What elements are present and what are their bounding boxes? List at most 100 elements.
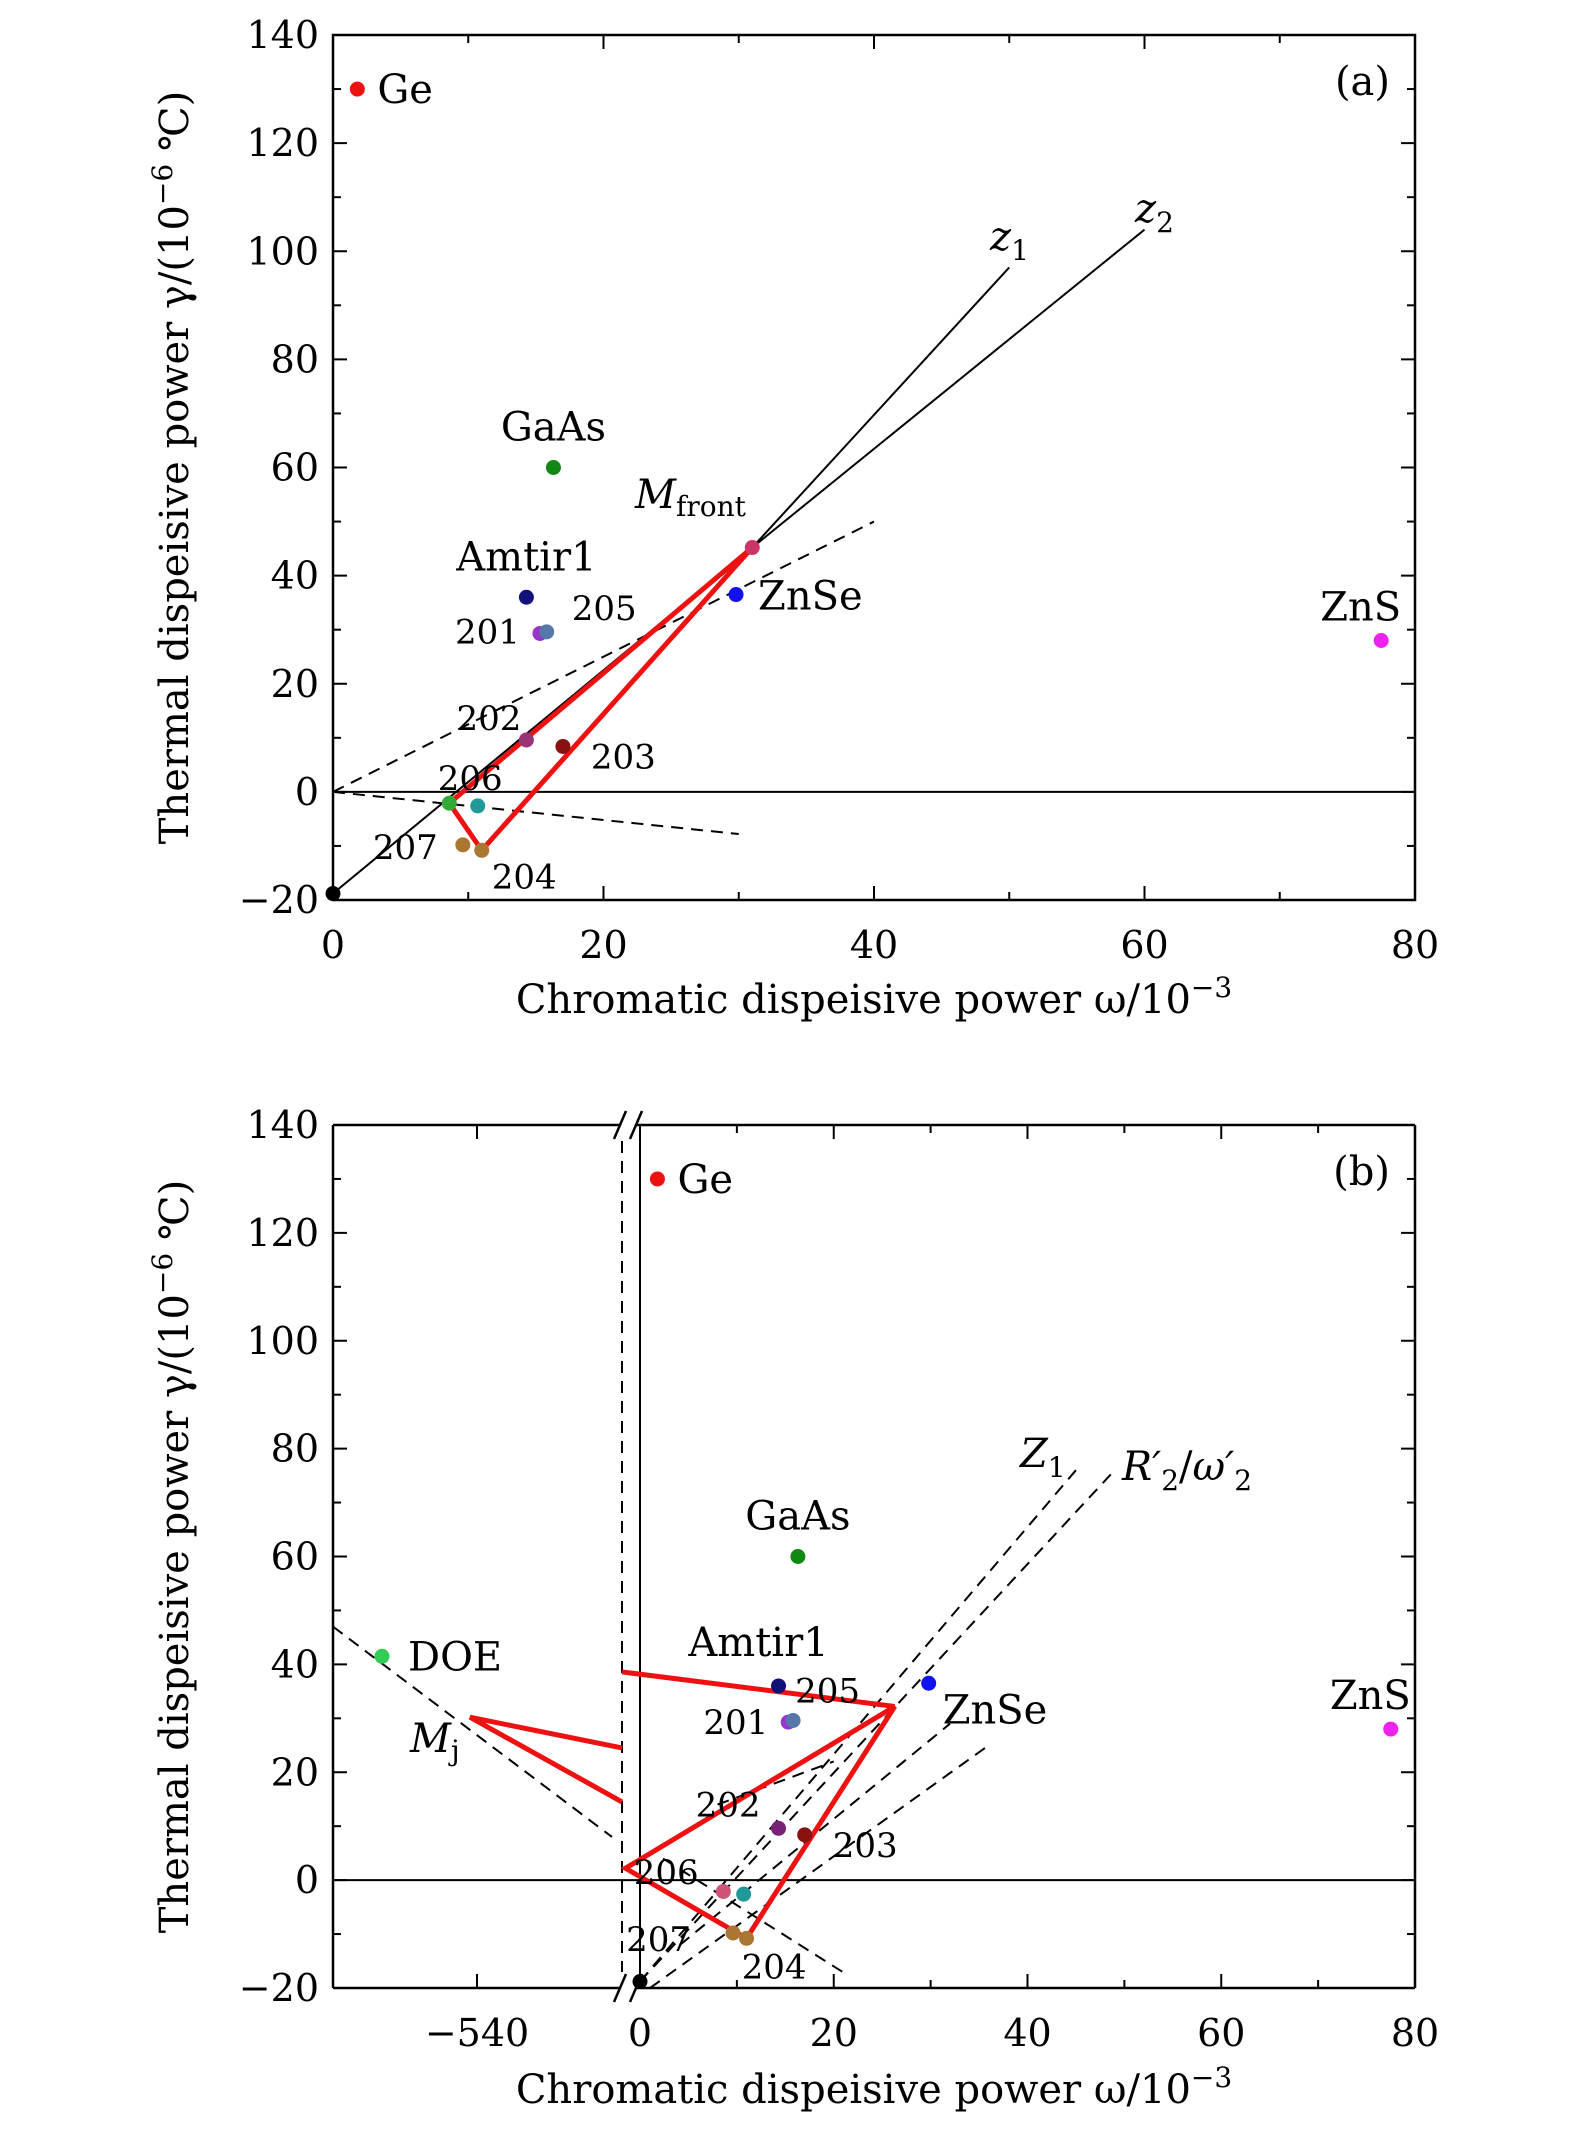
y-tick-label: 60 xyxy=(271,1535,319,1579)
y-tick-label: 40 xyxy=(271,1642,319,1686)
y-tick-label: −20 xyxy=(239,1966,319,2010)
doe-dashed-line xyxy=(332,1625,613,1838)
line-label-sub: 2 xyxy=(1161,1464,1179,1497)
data-point xyxy=(632,1974,648,1990)
axis-break-mark xyxy=(628,1110,644,1140)
data-point-204 xyxy=(739,1930,755,1946)
y-axis-label-exp: −6 xyxy=(146,164,179,205)
point-label-203: 203 xyxy=(591,737,656,777)
point-label-207: 207 xyxy=(373,828,438,868)
y-tick-label: 120 xyxy=(246,1211,319,1255)
line-label-main: z xyxy=(1134,186,1157,232)
line-label-slash: / xyxy=(1179,1444,1193,1490)
line-label-sub: 1 xyxy=(1048,1451,1066,1484)
y-tick-label: −20 xyxy=(239,878,319,922)
x-axis-label-text: Chromatic dispeisive power ω/10 xyxy=(516,977,1191,1023)
data-point-znse xyxy=(921,1675,937,1691)
y-tick-label: 0 xyxy=(295,1858,319,1902)
annotation-sub: j xyxy=(448,1734,460,1767)
point-label-202: 202 xyxy=(696,1785,761,1825)
panel-a: 0 20 40 60 80−20020406080100120140z1z2GeGaAs… xyxy=(146,13,1439,1023)
point-label-207: 207 xyxy=(626,1920,691,1960)
panel-label-b: (b) xyxy=(1333,1149,1390,1195)
data-point-gaas xyxy=(790,1549,806,1564)
data-point-zns xyxy=(1373,633,1389,648)
line-label-main: Z xyxy=(1018,1431,1049,1477)
y-tick-label: 140 xyxy=(246,1103,319,1147)
line-label-z1: Z1 xyxy=(1018,1431,1066,1484)
y-axis-label-text: Thermal dispeisive power γ/(10 xyxy=(152,205,198,844)
axis-break-mark xyxy=(612,1110,628,1140)
data-point-202 xyxy=(771,1820,787,1836)
data-point-zns xyxy=(1383,1721,1399,1737)
line-label: z1 xyxy=(989,214,1029,267)
x-tick-label: 20 xyxy=(579,923,627,967)
x-tick-label: 80 xyxy=(1391,2011,1439,2055)
data-point-ge xyxy=(649,1171,665,1187)
x-tick-label: 40 xyxy=(850,923,898,967)
x-tick-label: 80 xyxy=(1391,923,1439,967)
y-tick-label: 0 xyxy=(295,770,319,814)
guide-line xyxy=(649,1744,990,1989)
y-tick-label: 140 xyxy=(246,13,319,57)
point-label-201: 201 xyxy=(455,612,520,652)
point-label-gaas: GaAs xyxy=(501,405,606,451)
guide-line xyxy=(639,1469,1077,1983)
y-tick-label: 20 xyxy=(271,1750,319,1794)
annotation-main: M xyxy=(634,472,677,518)
line-label-sub: 2 xyxy=(1234,1464,1252,1497)
guide-line xyxy=(717,1760,835,1806)
line-label-sub: 1 xyxy=(1011,234,1029,267)
data-point-doe xyxy=(374,1648,390,1664)
guide-line xyxy=(639,1469,1116,1983)
data-point xyxy=(441,795,457,811)
point-label-204: 204 xyxy=(492,857,557,897)
red-segment-mj xyxy=(468,1714,624,1805)
line-label: z2 xyxy=(1134,186,1174,239)
annotation-main: M xyxy=(409,1716,452,1762)
point-label-znse: ZnSe xyxy=(943,1687,1048,1733)
y-axis-label-unit: ℃) xyxy=(152,91,198,164)
point-label-doe: DOE xyxy=(408,1634,502,1680)
data-point-ge xyxy=(349,81,365,97)
x-axis-label: Chromatic dispeisive power ω/10−3 xyxy=(516,2061,1232,2113)
guide-line xyxy=(751,266,1010,549)
data-point-207 xyxy=(725,1925,741,1941)
guide-line xyxy=(332,790,739,836)
line-label-main: ω′ xyxy=(1193,1444,1235,1490)
data-point-203 xyxy=(797,1827,813,1843)
y-axis-label: Thermal dispeisive power γ/(10−6 ℃) xyxy=(146,1180,198,1934)
point-label-205: 205 xyxy=(795,1671,860,1711)
y-tick-label: 120 xyxy=(246,121,319,165)
point-label-201: 201 xyxy=(703,1703,768,1743)
data-point-gaas xyxy=(545,460,561,475)
point-label-206: 206 xyxy=(438,759,503,799)
point-label-203: 203 xyxy=(833,1826,898,1866)
data-point-205 xyxy=(785,1712,801,1728)
red-segment xyxy=(621,1669,896,1709)
point-label-ge: Ge xyxy=(377,67,433,113)
red-triangle xyxy=(445,545,755,855)
x-axis-label: Chromatic dispeisive power ω/10−3 xyxy=(516,971,1232,1023)
data-point-206 xyxy=(470,798,486,814)
data-point-202 xyxy=(518,732,534,748)
y-axis-label-exp: −6 xyxy=(146,1253,179,1294)
point-label-znse: ZnSe xyxy=(758,574,863,620)
y-axis-label: Thermal dispeisive power γ/(10−6 ℃) xyxy=(146,91,198,845)
y-tick-label: 20 xyxy=(271,662,319,706)
x-axis-label-exp: −3 xyxy=(1191,971,1232,1004)
y-axis-label-unit: ℃) xyxy=(152,1180,198,1253)
panel-label-a: (a) xyxy=(1335,59,1390,105)
data-point xyxy=(744,540,760,556)
point-label-ge: Ge xyxy=(677,1157,733,1203)
line-label-sub: 2 xyxy=(1156,206,1174,239)
data-point-206 xyxy=(736,1886,752,1902)
doe-dashed-line xyxy=(662,1857,846,1975)
x-tick-label: −540 xyxy=(425,2011,529,2055)
point-label-206: 206 xyxy=(634,1853,699,1893)
point-label-205: 205 xyxy=(572,589,637,629)
x-axis-label-text: Chromatic dispeisive power ω/10 xyxy=(516,2067,1191,2113)
y-tick-label: 100 xyxy=(246,1319,319,1363)
point-label-zns: ZnS xyxy=(1330,1673,1411,1719)
